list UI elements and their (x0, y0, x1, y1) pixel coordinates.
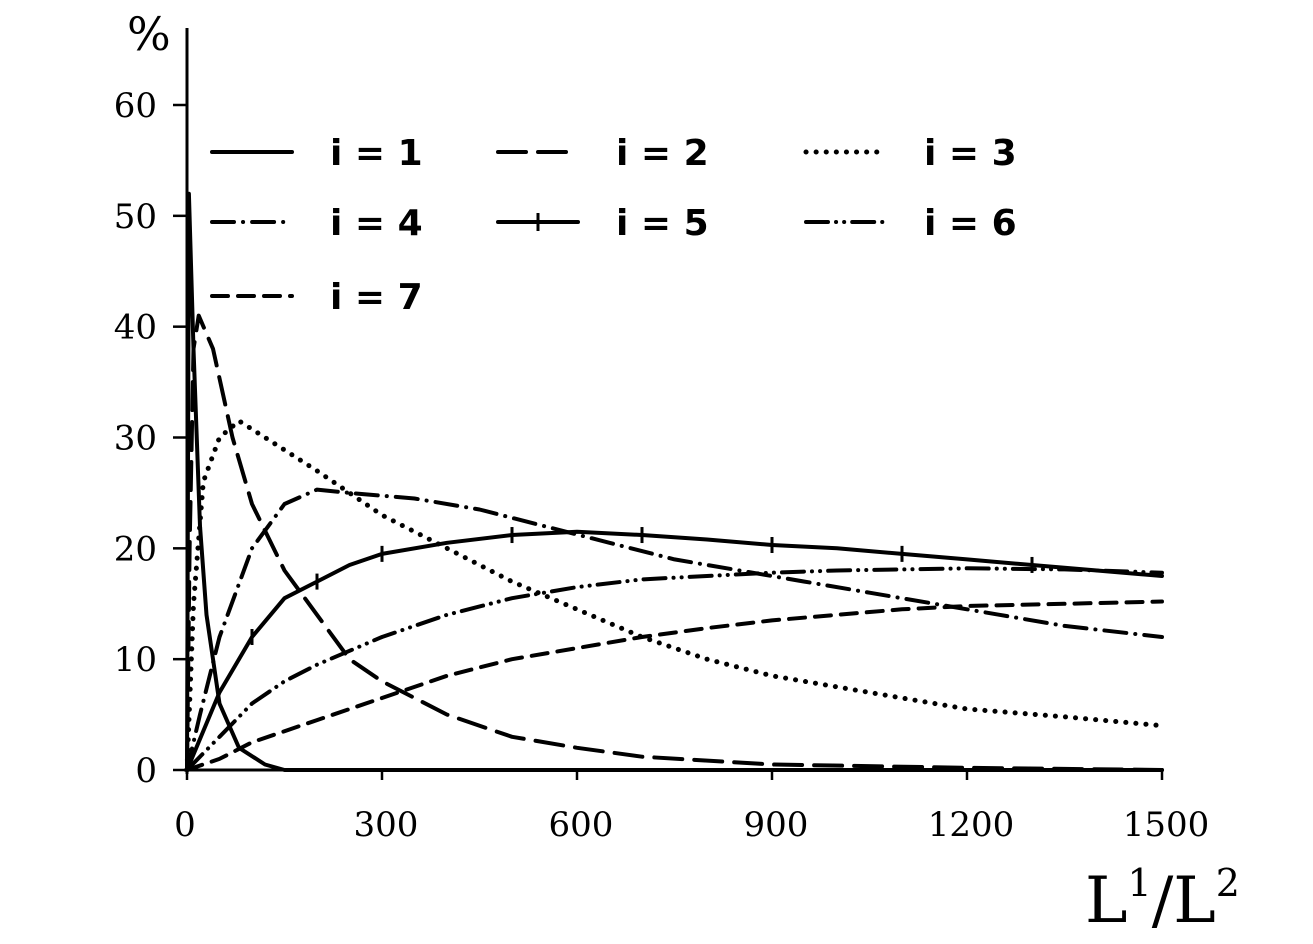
series-3 (184, 418, 1165, 773)
y-tick-label: 50 (114, 197, 157, 237)
x-tick-label: 600 (549, 805, 614, 845)
series-7 (185, 599, 1164, 772)
legend-label: i = 1 (330, 133, 423, 174)
y-tick-label: 0 (135, 751, 157, 791)
legend: i = 1 i = 2 i = 3 i = 4 i = 5 i = 6 i = 7 (210, 133, 1017, 318)
series-6 (185, 566, 1164, 772)
x-tick-label: 1200 (928, 805, 1015, 845)
x-tick-label: 0 (174, 805, 196, 845)
series-line-5 (185, 529, 1164, 772)
legend-item-4: i = 4 (210, 203, 423, 244)
legend-item-2: i = 2 (496, 133, 709, 174)
series-4 (185, 487, 1164, 772)
series-line-4 (185, 487, 1164, 772)
series-1 (185, 191, 1164, 772)
series-line-6 (185, 566, 1164, 772)
y-axis-label: % (127, 7, 171, 61)
series-2 (185, 313, 1164, 772)
y-tick-label: 20 (114, 529, 157, 569)
legend-label: i = 7 (330, 277, 423, 318)
legend-item-7: i = 7 (210, 277, 423, 318)
y-tick-label: 10 (114, 640, 157, 680)
series-line-7 (185, 599, 1164, 772)
legend-label: i = 2 (616, 133, 709, 174)
y-tick-label: 40 (114, 308, 157, 348)
legend-label: i = 5 (616, 203, 709, 244)
y-tick-label: 60 (114, 86, 157, 126)
legend-item-1: i = 1 (210, 133, 423, 174)
legend-item-3: i = 3 (803, 133, 1017, 174)
series-lines (184, 191, 1165, 773)
x-axis-ticks: 0 300 600 900 1200 1500 (174, 770, 1209, 845)
legend-label: i = 6 (924, 203, 1017, 244)
legend-label: i = 3 (924, 133, 1017, 174)
series-line-2 (185, 313, 1164, 772)
legend-item-5: i = 5 (496, 203, 709, 244)
legend-label: i = 4 (330, 203, 423, 244)
series-5 (185, 527, 1164, 772)
series-line-1 (185, 191, 1164, 772)
x-tick-label: 1500 (1123, 805, 1210, 845)
legend-item-6: i = 6 (804, 203, 1017, 244)
x-tick-label: 300 (354, 805, 419, 845)
x-tick-label: 900 (744, 805, 809, 845)
series-line-3 (184, 418, 1165, 773)
y-tick-label: 30 (114, 419, 157, 459)
y-axis-ticks: 0 10 20 30 40 50 60 (114, 86, 187, 791)
x-axis-label: L1/L2 (1085, 861, 1240, 938)
